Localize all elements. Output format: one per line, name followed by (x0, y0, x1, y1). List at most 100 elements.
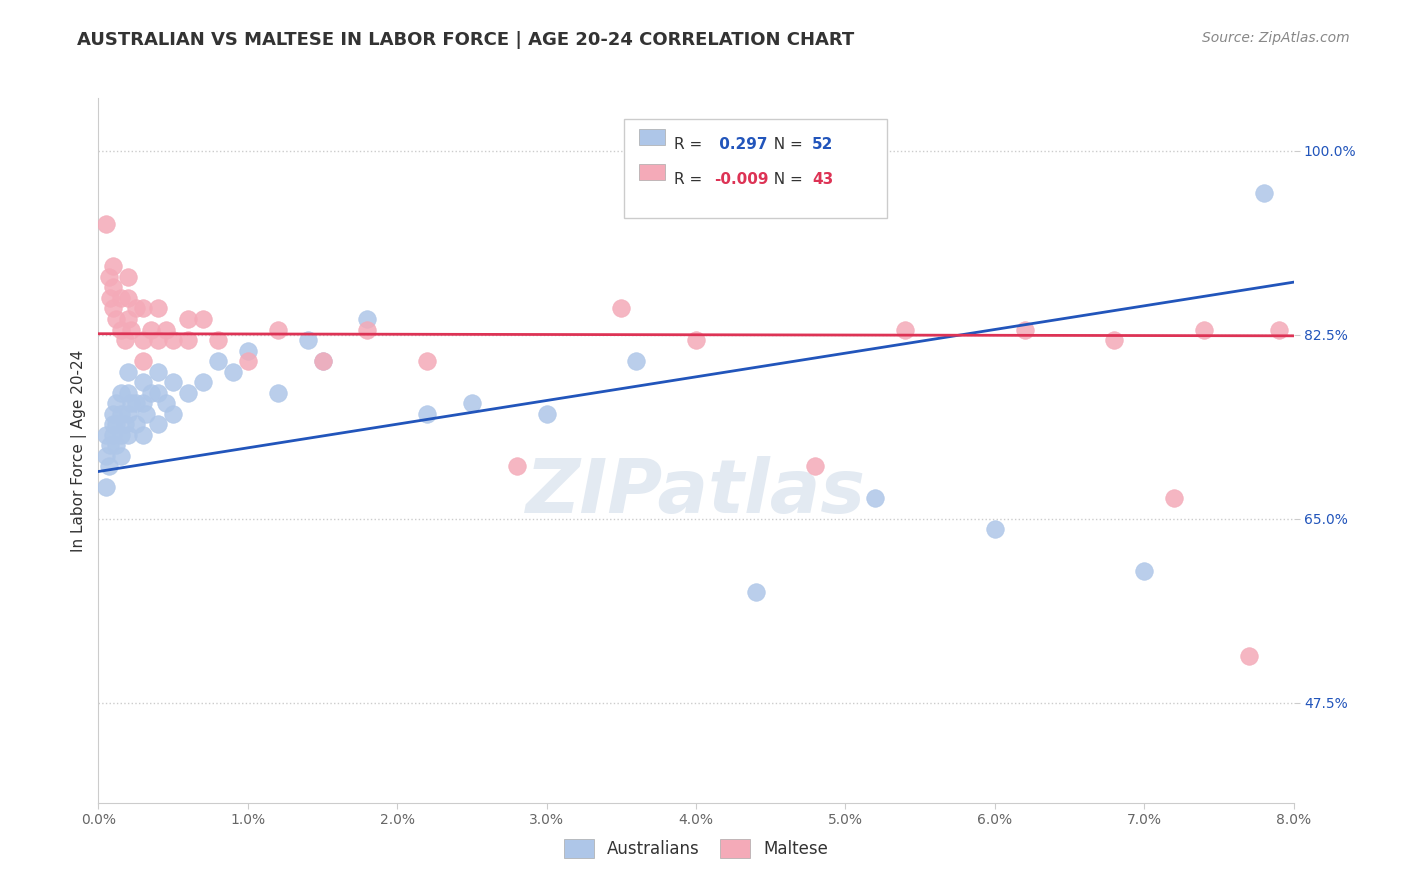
Point (103, 260, 125, 274)
Point (103, 427, 125, 442)
Point (148, 301, 170, 316)
Point (311, 354, 333, 368)
Y-axis label: In Labor Force | Age 20-24: In Labor Force | Age 20-24 (72, 350, 87, 551)
Point (416, 354, 439, 368)
Point (162, 407, 184, 421)
Point (155, 396, 177, 410)
Point (132, 301, 155, 316)
Legend: Australians, Maltese: Australians, Maltese (557, 832, 835, 865)
Point (105, 396, 128, 410)
Point (110, 427, 132, 442)
Point (105, 417, 128, 432)
Point (139, 322, 162, 336)
Point (94, 427, 117, 442)
Point (1104, 333, 1126, 347)
Point (236, 343, 259, 358)
Point (114, 417, 136, 432)
Point (117, 291, 139, 305)
Point (804, 459, 827, 474)
Point (148, 333, 170, 347)
Point (120, 322, 142, 336)
Point (685, 333, 707, 347)
Point (132, 333, 155, 347)
Point (125, 396, 148, 410)
Point (103, 301, 125, 316)
Point (984, 522, 1007, 536)
Point (1014, 322, 1036, 336)
Point (117, 365, 139, 379)
Point (416, 407, 439, 421)
Text: 0.297: 0.297 (714, 136, 768, 152)
Point (162, 375, 184, 389)
Point (148, 365, 170, 379)
Point (162, 333, 184, 347)
Point (297, 333, 319, 347)
Point (267, 322, 290, 336)
Point (132, 375, 155, 389)
Point (207, 333, 229, 347)
Point (1192, 322, 1215, 336)
Point (103, 417, 125, 432)
Point (461, 396, 484, 410)
Point (94, 449, 117, 463)
Text: N =: N = (763, 172, 807, 187)
Point (103, 407, 125, 421)
Point (356, 312, 378, 326)
FancyBboxPatch shape (624, 120, 887, 218)
Point (132, 354, 155, 368)
Point (894, 322, 917, 336)
Point (177, 312, 200, 326)
Point (222, 365, 245, 379)
Point (114, 333, 136, 347)
Point (506, 459, 529, 474)
Point (1253, 186, 1275, 200)
Point (117, 269, 139, 284)
Point (1133, 565, 1156, 579)
Point (148, 385, 170, 400)
Point (125, 301, 148, 316)
Point (626, 354, 648, 368)
Text: R =: R = (675, 172, 707, 187)
Point (94, 480, 117, 494)
Point (865, 491, 887, 505)
Point (97, 459, 120, 474)
Point (745, 585, 768, 599)
Point (105, 312, 128, 326)
Text: ZIPatlas: ZIPatlas (526, 456, 866, 529)
Point (132, 396, 155, 410)
Point (1267, 322, 1289, 336)
Point (191, 375, 214, 389)
Point (148, 417, 170, 432)
Text: R =: R = (675, 136, 707, 152)
Point (98, 291, 122, 305)
Point (267, 385, 290, 400)
Point (110, 322, 132, 336)
Point (536, 407, 558, 421)
Point (110, 291, 132, 305)
Point (98, 438, 122, 452)
Point (1237, 648, 1260, 663)
Point (120, 396, 142, 410)
Point (356, 322, 378, 336)
Point (94, 217, 117, 231)
Point (117, 385, 139, 400)
Text: Source: ZipAtlas.com: Source: ZipAtlas.com (1202, 31, 1350, 45)
Point (139, 385, 162, 400)
Text: -0.009: -0.009 (714, 172, 769, 187)
Point (236, 354, 259, 368)
Point (117, 427, 139, 442)
Point (155, 322, 177, 336)
Point (117, 312, 139, 326)
Point (117, 407, 139, 421)
Text: 52: 52 (811, 136, 834, 152)
Point (132, 427, 155, 442)
Point (105, 438, 128, 452)
FancyBboxPatch shape (638, 164, 665, 180)
Point (125, 417, 148, 432)
Point (311, 354, 333, 368)
Point (97, 269, 120, 284)
Point (135, 407, 157, 421)
Text: 43: 43 (811, 172, 834, 187)
Point (110, 449, 132, 463)
Text: AUSTRALIAN VS MALTESE IN LABOR FORCE | AGE 20-24 CORRELATION CHART: AUSTRALIAN VS MALTESE IN LABOR FORCE | A… (77, 31, 855, 49)
